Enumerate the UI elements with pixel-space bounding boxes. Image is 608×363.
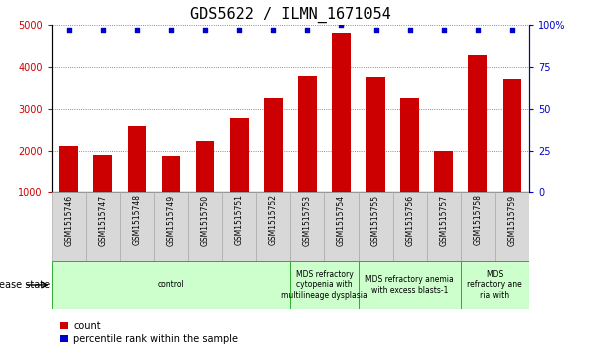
Bar	[495, 192, 529, 261]
Point	[337, 23, 347, 28]
Text: GSM1515747: GSM1515747	[98, 195, 108, 246]
Text: GSM1515756: GSM1515756	[405, 195, 414, 246]
Text: GSM1515755: GSM1515755	[371, 195, 380, 246]
Bar	[291, 192, 325, 261]
Bar	[400, 98, 419, 234]
Text: MDS refractory
cytopenia with
multilineage dysplasia: MDS refractory cytopenia with multilinea…	[281, 270, 368, 300]
Bar	[52, 261, 291, 309]
Bar	[154, 192, 188, 261]
Point	[200, 28, 210, 33]
Text: MDS
refractory ane
ria with: MDS refractory ane ria with	[468, 270, 522, 300]
Bar	[196, 141, 215, 234]
Point	[268, 28, 278, 33]
Text: GSM1515751: GSM1515751	[235, 195, 244, 245]
Text: disease state: disease state	[0, 280, 50, 290]
Text: GSM1515758: GSM1515758	[473, 195, 482, 245]
Bar	[291, 261, 359, 309]
Bar	[60, 147, 78, 234]
Legend: count, percentile rank within the sample: count, percentile rank within the sample	[57, 317, 242, 348]
Bar	[52, 192, 86, 261]
Bar	[264, 98, 283, 234]
Point	[234, 28, 244, 33]
Point	[371, 28, 381, 33]
Bar	[468, 55, 487, 234]
Bar	[94, 155, 112, 234]
Point	[507, 28, 517, 33]
Point	[473, 28, 483, 33]
Bar	[461, 261, 529, 309]
Bar	[86, 192, 120, 261]
Bar	[298, 76, 317, 234]
Text: GSM1515750: GSM1515750	[201, 195, 210, 246]
Text: GSM1515754: GSM1515754	[337, 195, 346, 246]
Point	[132, 28, 142, 33]
Bar	[128, 126, 147, 234]
Text: GSM1515757: GSM1515757	[439, 195, 448, 246]
Point	[405, 28, 415, 33]
Bar	[332, 33, 351, 234]
Bar	[222, 192, 256, 261]
Text: GSM1515746: GSM1515746	[64, 195, 73, 246]
Bar	[393, 192, 427, 261]
Bar	[188, 192, 222, 261]
Bar	[359, 192, 393, 261]
Bar	[162, 156, 181, 234]
Text: control: control	[157, 281, 184, 289]
Bar	[503, 79, 521, 234]
Text: GSM1515748: GSM1515748	[133, 195, 142, 245]
Text: GSM1515759: GSM1515759	[508, 195, 516, 246]
Bar	[120, 192, 154, 261]
Text: GSM1515752: GSM1515752	[269, 195, 278, 245]
Text: GSM1515749: GSM1515749	[167, 195, 176, 246]
Bar	[434, 151, 453, 234]
Bar	[427, 192, 461, 261]
Bar	[230, 118, 249, 234]
Point	[303, 28, 313, 33]
Text: MDS refractory anemia
with excess blasts-1: MDS refractory anemia with excess blasts…	[365, 275, 454, 295]
Bar	[359, 261, 461, 309]
Bar	[325, 192, 359, 261]
Bar	[461, 192, 495, 261]
Bar	[256, 192, 291, 261]
Title: GDS5622 / ILMN_1671054: GDS5622 / ILMN_1671054	[190, 7, 391, 23]
Point	[64, 28, 74, 33]
Point	[166, 28, 176, 33]
Bar	[366, 77, 385, 234]
Point	[439, 28, 449, 33]
Point	[98, 28, 108, 33]
Text: GSM1515753: GSM1515753	[303, 195, 312, 246]
